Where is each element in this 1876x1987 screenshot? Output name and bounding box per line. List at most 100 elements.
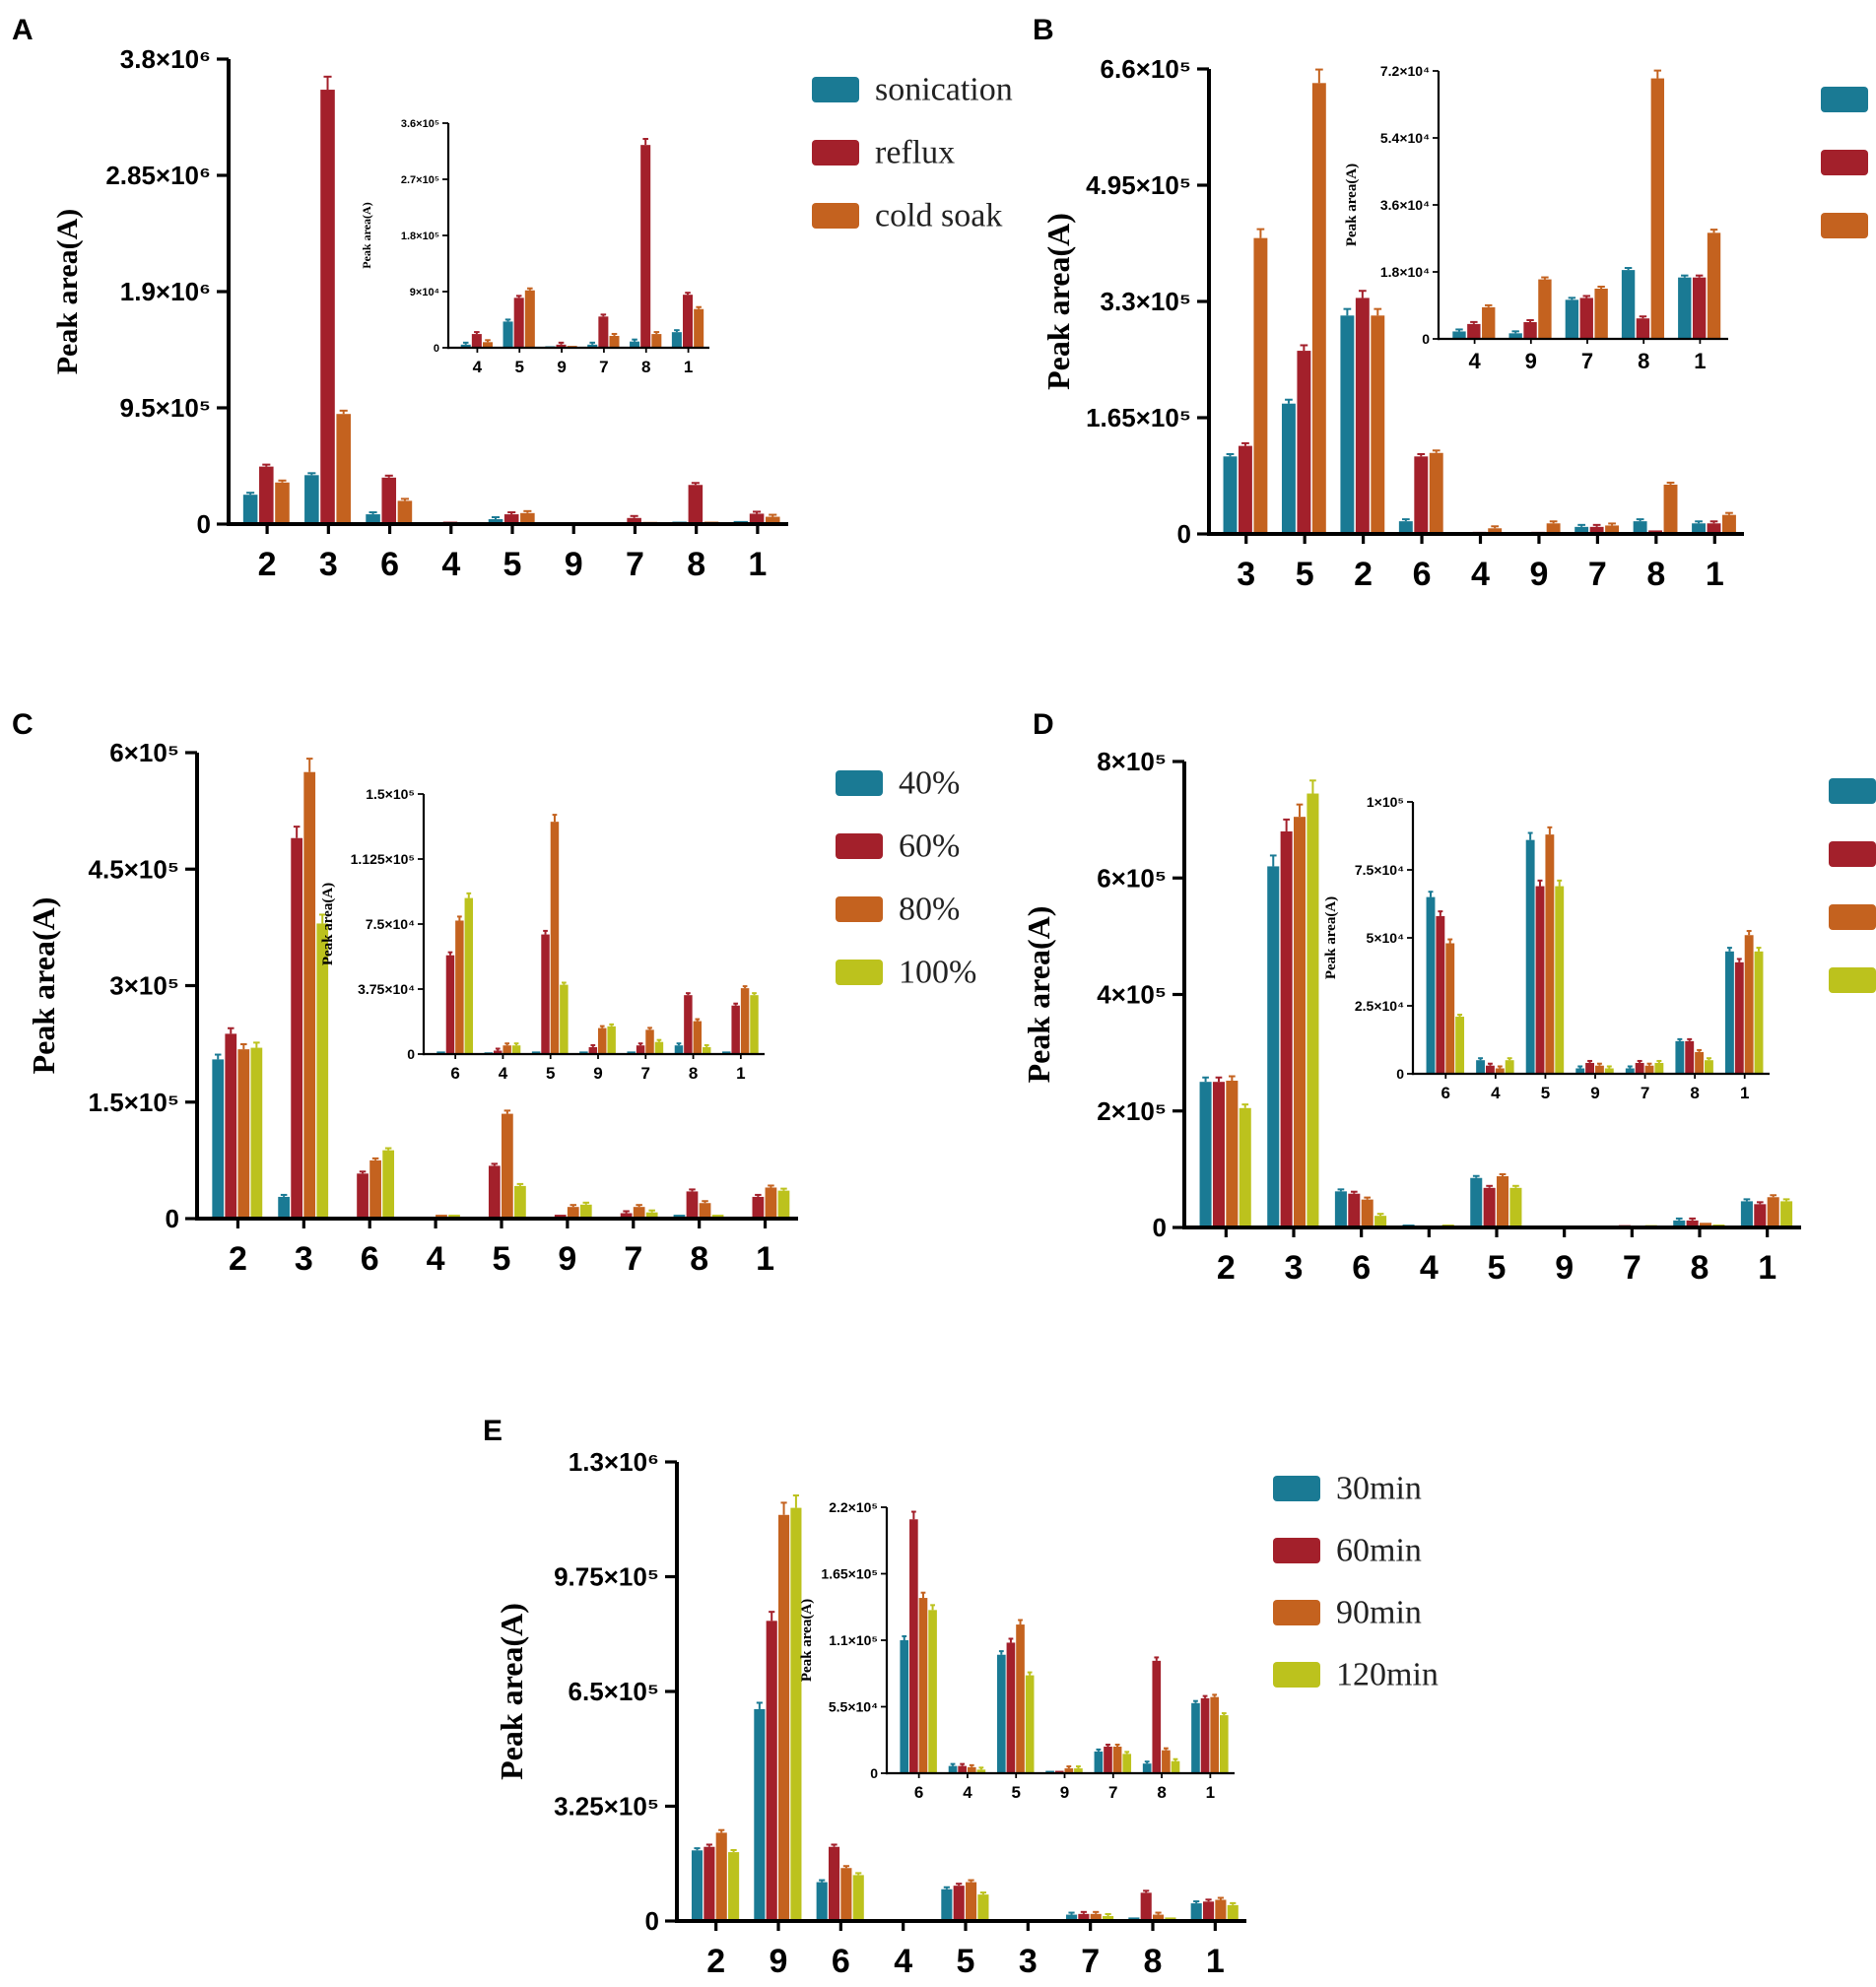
bar-main-e-s2-c6 <box>828 1846 840 1921</box>
legend-a: sonication reflux cold soak <box>812 71 1013 233</box>
legend-swatch-e-4 <box>1273 1662 1320 1688</box>
category-label-main-a-4: 4 <box>441 546 460 583</box>
bar-main-e-s1-c5 <box>941 1888 953 1921</box>
bar-main-d-s2-c2 <box>1212 1082 1225 1227</box>
category-label-inset-a-5: 5 <box>515 358 524 376</box>
legend-swatch-b-1 <box>1821 87 1868 112</box>
bar-inset-e-s3-c8 <box>1162 1750 1171 1773</box>
bar-inset-d-s1-c5 <box>1525 839 1535 1074</box>
bar-inset-c-s1-c5 <box>531 1051 541 1054</box>
legend-label-a-1: sonication <box>875 71 1013 107</box>
legend-swatch-c-4 <box>836 960 883 985</box>
category-label-main-a-3: 3 <box>319 546 338 583</box>
category-label-main-b-7: 7 <box>1588 556 1607 593</box>
bar-main-e-s2-c7 <box>1078 1913 1090 1921</box>
y-axis-label-main-c: Peak area(A) <box>26 897 61 1075</box>
y-tick-label-inset-e-0: 0 <box>870 1765 878 1781</box>
bar-main-e-s1-c2 <box>691 1850 704 1921</box>
bar-main-b-s3-c3 <box>1253 237 1268 534</box>
bar-main-d-s2-c1 <box>1754 1204 1767 1227</box>
bar-main-b-s2-c5 <box>1297 351 1311 534</box>
bar-main-a-s2-c1 <box>749 513 765 524</box>
bar-inset-d-s3-c5 <box>1545 834 1555 1074</box>
bar-main-e-s1-c9 <box>754 1708 766 1921</box>
bar-main-a-s2-c2 <box>259 466 274 524</box>
bar-main-c-s3-c3 <box>303 771 316 1219</box>
bar-main-c-s2-c7 <box>620 1213 633 1219</box>
category-label-main-a-2: 2 <box>258 546 277 583</box>
category-label-inset-e-4: 4 <box>963 1783 972 1802</box>
bar-main-b-s3-c5 <box>1311 83 1326 535</box>
legend-swatch-e-3 <box>1273 1600 1320 1625</box>
category-label-inset-d-8: 8 <box>1690 1084 1699 1102</box>
bar-main-c-s3-c6 <box>369 1159 381 1220</box>
bar-main-b-s1-c5 <box>1281 403 1296 534</box>
bar-inset-c-s4-c7 <box>654 1041 664 1054</box>
category-label-inset-b-9: 9 <box>1525 349 1537 373</box>
y-tick-label-main-b-1: 1.65×10⁵ <box>1086 403 1191 432</box>
category-label-inset-a-9: 9 <box>557 358 566 376</box>
bar-inset-c-s4-c5 <box>560 984 569 1054</box>
bar-inset-d-s3-c9 <box>1595 1065 1604 1074</box>
y-tick-label-main-e-3: 9.75×10⁵ <box>554 1562 659 1592</box>
bar-inset-d-s2-c6 <box>1436 915 1445 1074</box>
category-label-inset-a-8: 8 <box>641 358 650 376</box>
bar-main-d-s2-c6 <box>1348 1193 1361 1227</box>
bar-main-e-s2-c5 <box>953 1886 965 1921</box>
y-tick-label-inset-a-2: 1.8×10⁵ <box>401 231 439 242</box>
bar-inset-e-s1-c8 <box>1142 1763 1152 1773</box>
bar-inset-b-s2-c9 <box>1523 322 1537 339</box>
category-label-inset-d-1: 1 <box>1740 1084 1749 1102</box>
legend-label-e-4: 120min <box>1336 1656 1439 1692</box>
bar-main-c-s2-c2 <box>225 1033 237 1219</box>
y-tick-label-main-a-1: 9.5×10⁵ <box>120 393 211 423</box>
category-label-inset-b-8: 8 <box>1638 349 1649 373</box>
bar-inset-e-s4-c5 <box>1025 1675 1035 1773</box>
bar-inset-e-s1-c4 <box>948 1765 958 1773</box>
y-tick-label-main-b-4: 6.6×10⁵ <box>1101 54 1191 84</box>
category-label-main-b-8: 8 <box>1646 556 1665 593</box>
bar-inset-b-s2-c8 <box>1636 318 1650 339</box>
bar-main-d-s1-c1 <box>1740 1201 1753 1227</box>
main-chart-c: 0 1.5×10⁵ 3×10⁵ 4.5×10⁵ 6×10⁵ 2 3 6 4 5 9 7 8 1 Peak a… <box>26 738 798 1278</box>
category-label-inset-a-4: 4 <box>473 358 483 376</box>
bar-inset-e-s2-c9 <box>1054 1770 1064 1773</box>
bar-inset-b-s1-c1 <box>1678 277 1692 339</box>
bar-inset-e-s3-c7 <box>1112 1747 1122 1773</box>
category-label-main-e-1: 1 <box>1206 1943 1225 1980</box>
bar-main-b-s2-c7 <box>1589 526 1604 534</box>
bar-main-e-s2-c9 <box>766 1621 777 1921</box>
category-label-inset-b-4: 4 <box>1468 349 1481 373</box>
bar-inset-a-s1-c5 <box>502 321 513 348</box>
bar-main-a-s1-c6 <box>366 514 380 524</box>
bar-inset-b-s2-c1 <box>1692 277 1707 339</box>
category-label-inset-e-6: 6 <box>914 1783 923 1802</box>
bar-inset-a-s3-c4 <box>482 342 493 348</box>
bar-inset-c-s2-c5 <box>541 934 550 1054</box>
bar-main-b-s2-c6 <box>1414 456 1429 534</box>
bar-main-d-s4-c2 <box>1239 1107 1251 1227</box>
bar-inset-d-s4-c6 <box>1455 1017 1465 1074</box>
bar-inset-d-s3-c6 <box>1445 943 1455 1074</box>
bar-inset-d-s1-c6 <box>1426 896 1436 1074</box>
bar-inset-e-s3-c9 <box>1064 1768 1074 1773</box>
bar-main-d-s4-c6 <box>1374 1216 1387 1227</box>
legend-swatch-d-4 <box>1829 967 1876 993</box>
bar-inset-c-s2-c6 <box>445 955 455 1054</box>
legend-swatch-c-2 <box>836 833 883 859</box>
category-label-inset-c-6: 6 <box>450 1064 459 1083</box>
bar-inset-b-s3-c7 <box>1594 289 1608 339</box>
bar-main-a-s1-c5 <box>488 519 503 524</box>
category-label-main-a-5: 5 <box>503 546 522 583</box>
legend-label-c-4: 100% <box>899 954 976 990</box>
legend-d <box>1829 778 1876 993</box>
panel-label-e: E <box>483 1415 502 1447</box>
category-label-main-e-6: 6 <box>832 1943 850 1980</box>
category-label-main-c-7: 7 <box>624 1240 642 1278</box>
legend-b <box>1821 87 1868 238</box>
category-label-inset-c-4: 4 <box>499 1064 508 1083</box>
bar-inset-e-s2-c6 <box>909 1519 918 1773</box>
bar-inset-d-s4-c8 <box>1705 1060 1713 1074</box>
category-label-main-d-8: 8 <box>1691 1249 1709 1287</box>
bar-inset-e-s4-c8 <box>1171 1760 1180 1773</box>
